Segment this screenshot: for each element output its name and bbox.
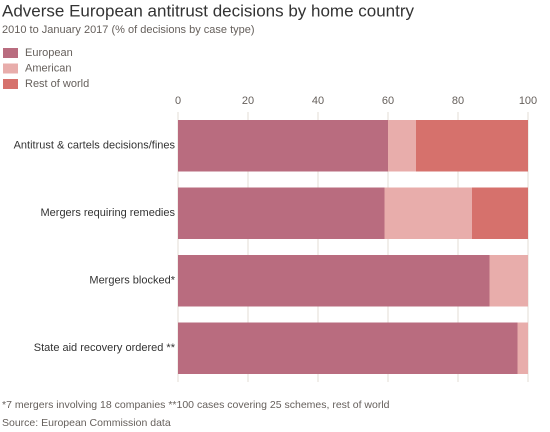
bar-segment xyxy=(178,322,518,374)
bar-segment xyxy=(472,187,528,239)
legend-label: American xyxy=(25,62,71,74)
x-tick-label: 60 xyxy=(382,95,394,107)
legend-swatch xyxy=(3,63,18,74)
x-tick-label: 40 xyxy=(312,95,324,107)
bar-segment xyxy=(178,255,490,307)
bar-segment xyxy=(178,187,385,239)
y-tick-label: Mergers blocked* xyxy=(89,275,175,287)
x-tick-label: 20 xyxy=(242,95,254,107)
bar-segment xyxy=(489,255,528,307)
legend-label: Rest of world xyxy=(25,78,89,90)
chart-title: Adverse European antitrust decisions by … xyxy=(2,1,415,20)
bar-segment xyxy=(178,120,388,172)
bar-segment xyxy=(517,322,528,374)
source: Source: European Commission data xyxy=(2,417,171,429)
footnote: *7 mergers involving 18 companies **100 … xyxy=(2,399,390,411)
y-tick-label: Antitrust & cartels decisions/fines xyxy=(14,140,176,152)
y-tick-label: State aid recovery ordered ** xyxy=(34,342,176,354)
x-tick-label: 100 xyxy=(519,95,537,107)
x-tick-label: 0 xyxy=(175,95,181,107)
y-tick-label: Mergers requiring remedies xyxy=(41,207,176,219)
bar-segment xyxy=(384,187,472,239)
bar-segment xyxy=(388,120,416,172)
legend-label: European xyxy=(25,47,73,59)
chart-subtitle: 2010 to January 2017 (% of decisions by … xyxy=(2,24,255,36)
x-tick-label: 80 xyxy=(452,95,464,107)
bar-segment xyxy=(416,120,528,172)
legend-swatch xyxy=(3,48,18,58)
legend-swatch xyxy=(3,79,18,89)
